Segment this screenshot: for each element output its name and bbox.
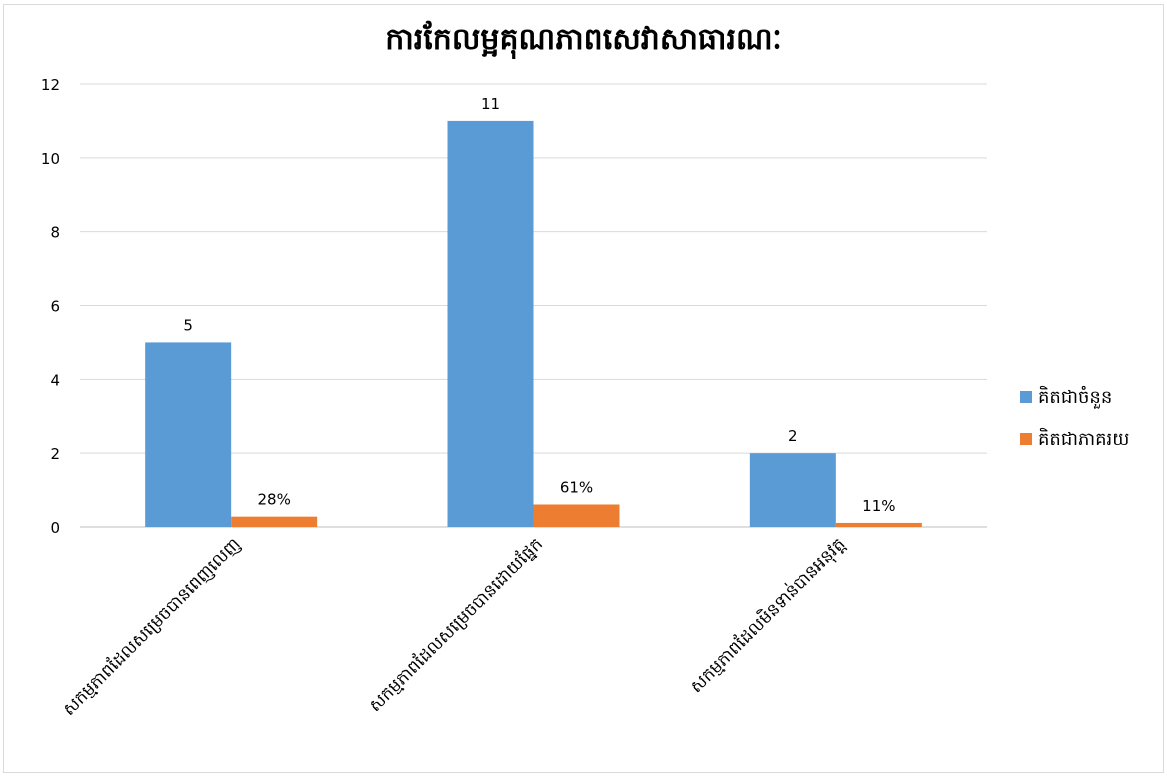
y-tick-label: 8 <box>50 224 60 242</box>
bar <box>749 453 836 527</box>
legend-swatch <box>1020 433 1032 445</box>
y-tick-label: 0 <box>50 519 60 537</box>
legend-swatch <box>1020 391 1032 403</box>
x-axis-categories: សកម្មភាពដែលសម្រេចបានពេញលេញ សកម្មភាពដែលសម្… <box>58 533 850 720</box>
bar <box>145 342 232 527</box>
x-category-label: សកម្មភាពដែលសម្រេចបានពេញលេញ <box>58 534 244 720</box>
y-tick-label: 10 <box>41 150 60 168</box>
legend-label: គិតជាភាគរយ <box>1038 427 1129 450</box>
bar <box>835 522 922 527</box>
x-category-label: សកម្មភាពដែលមិនទាន់បានអនុវត្ត <box>685 533 850 698</box>
data-labels: 5 28% 11 61% 2 11% <box>183 95 895 515</box>
data-label: 2 <box>788 427 798 445</box>
y-tick-label: 6 <box>50 298 60 316</box>
y-tick-label: 12 <box>41 76 60 94</box>
data-label: 11% <box>862 497 895 515</box>
y-tick-label: 4 <box>50 371 60 389</box>
data-label: 28% <box>257 491 290 509</box>
bar <box>231 516 318 527</box>
chart-title: ការកែលម្អគុណភាពសេវាសាធារណៈ <box>385 22 782 57</box>
legend: គិតជាចំនួនគិតជាភាគរយ <box>1020 385 1129 450</box>
bar <box>533 504 620 527</box>
data-label: 11 <box>481 95 500 113</box>
x-category-label: សកម្មភាពដែលសម្រេចបានដោយផ្នែក <box>365 534 547 716</box>
legend-label: គិតជាចំនួន <box>1038 385 1112 409</box>
data-label: 61% <box>560 478 593 496</box>
y-axis-ticks: 0 2 4 6 8 10 12 <box>41 76 60 537</box>
data-label: 5 <box>183 316 193 334</box>
y-tick-label: 2 <box>50 445 60 463</box>
bar <box>447 120 534 528</box>
bars <box>145 120 922 528</box>
